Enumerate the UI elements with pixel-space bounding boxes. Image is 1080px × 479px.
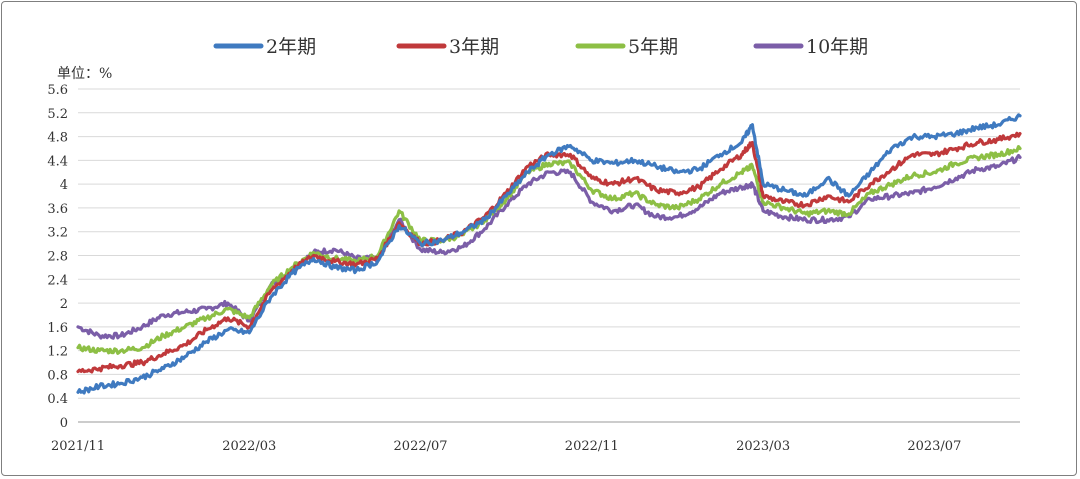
series-line-3y bbox=[76, 131, 1022, 374]
y-tick-label: 0.8 bbox=[47, 368, 68, 383]
legend-label-10y: 10年期 bbox=[806, 36, 868, 58]
legend-label-2y: 2年期 bbox=[266, 36, 316, 58]
x-tick-label: 2023/07 bbox=[907, 439, 961, 454]
legend-label-5y: 5年期 bbox=[628, 36, 678, 58]
x-axis: 2021/11 2022/03 2022/07 2022/11 2023/03 2023/… bbox=[51, 439, 961, 454]
unit-label: 单位：% bbox=[57, 66, 112, 82]
series-line-5y bbox=[76, 145, 1022, 355]
y-tick-label: 4 bbox=[60, 178, 68, 193]
y-tick-label: 3.2 bbox=[47, 226, 68, 241]
x-tick-label: 2023/03 bbox=[736, 439, 790, 454]
grid bbox=[78, 88, 1020, 423]
x-tick-label: 2022/07 bbox=[394, 439, 448, 454]
y-tick-label: 1.2 bbox=[47, 345, 68, 360]
y-tick-label: 3.6 bbox=[47, 202, 68, 217]
y-tick-label: 2.4 bbox=[47, 273, 68, 288]
y-tick-label: 0.4 bbox=[47, 392, 68, 407]
y-tick-label: 4.8 bbox=[47, 131, 68, 146]
y-tick-label: 1.6 bbox=[47, 321, 68, 336]
y-tick-label: 2 bbox=[60, 297, 68, 312]
x-tick-label: 2022/11 bbox=[565, 439, 619, 454]
legend: 2年期 3年期 5年期 10年期 bbox=[213, 36, 868, 58]
y-tick-label: 5.6 bbox=[47, 83, 68, 98]
y-tick-label: 2.8 bbox=[47, 250, 68, 265]
series-lines bbox=[76, 113, 1022, 395]
y-tick-label: 5.2 bbox=[47, 107, 68, 122]
x-tick-label: 2022/03 bbox=[222, 439, 276, 454]
legend-label-3y: 3年期 bbox=[449, 36, 499, 58]
y-tick-label: 0 bbox=[60, 416, 68, 431]
series-line-2y bbox=[76, 113, 1022, 395]
y-axis: 0 0.4 0.8 1.2 1.6 2 2.4 2.8 3.2 3.6 4 4.4 4.8 5.2 5.6 bbox=[47, 83, 68, 431]
series-line-10y bbox=[76, 153, 1022, 340]
y-tick-label: 4.4 bbox=[47, 154, 68, 169]
x-tick-label: 2021/11 bbox=[51, 439, 105, 454]
